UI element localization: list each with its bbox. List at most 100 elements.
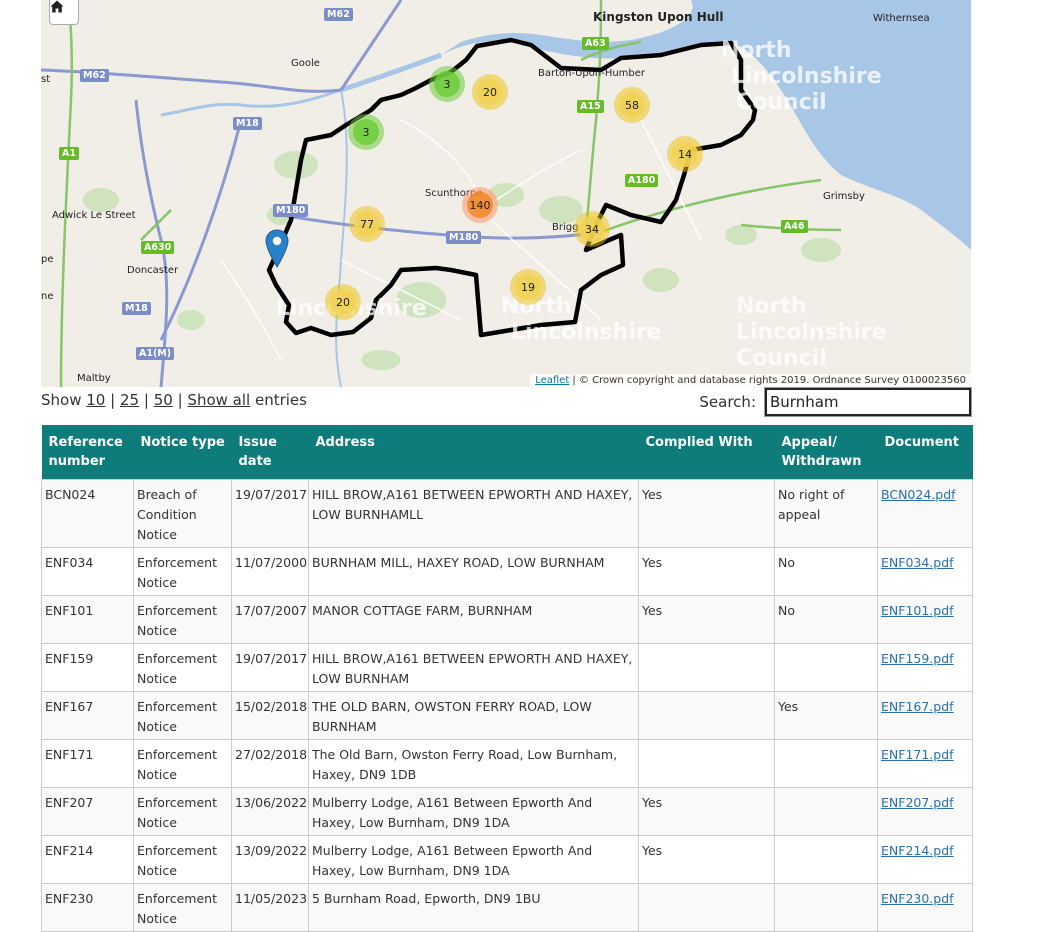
document-link[interactable]: ENF034.pdf: [881, 555, 954, 570]
attribution-text: | © Crown copyright and database rights …: [569, 375, 966, 386]
cell-issue-date: 19/07/2017: [231, 643, 309, 692]
show-label: Show: [41, 391, 82, 409]
cell-complied: [638, 883, 775, 932]
entries-label: entries: [254, 391, 307, 409]
place-label: ne: [41, 291, 54, 302]
cell-issue-date: 15/02/2018: [231, 691, 309, 740]
document-link[interactable]: BCN024.pdf: [881, 487, 956, 502]
cell-document: ENF159.pdf: [877, 643, 973, 692]
column-header[interactable]: Document: [877, 425, 973, 480]
document-link[interactable]: ENF171.pdf: [881, 747, 954, 762]
marker-cluster[interactable]: 140: [462, 187, 498, 223]
cell-reference: ENF207: [41, 787, 134, 836]
cell-notice-type: Enforcement Notice: [133, 835, 232, 884]
road-shield: A630: [141, 241, 175, 254]
marker-cluster[interactable]: 20: [472, 74, 508, 110]
table-row: ENF230 Enforcement Notice 11/05/2023 5 B…: [41, 883, 973, 932]
place-label: st: [41, 74, 51, 85]
document-link[interactable]: ENF214.pdf: [881, 843, 954, 858]
cell-appeal: [774, 835, 878, 884]
map[interactable]: North Lincolnshire Council Lincolnshire …: [41, 0, 971, 387]
cell-notice-type: Enforcement Notice: [133, 739, 232, 788]
table-row: ENF034 Enforcement Notice 11/07/2000 BUR…: [41, 547, 973, 596]
column-header[interactable]: Issue date: [231, 425, 309, 480]
marker-cluster[interactable]: 19: [510, 269, 546, 305]
marker-cluster[interactable]: 34: [574, 211, 610, 247]
document-link[interactable]: ENF207.pdf: [881, 795, 954, 810]
cell-issue-date: 19/07/2017: [231, 479, 309, 548]
marker-cluster[interactable]: 77: [349, 206, 385, 242]
place-label: pe: [41, 254, 54, 265]
cell-reference: ENF159: [41, 643, 134, 692]
cell-complied: Yes: [638, 835, 775, 884]
document-link[interactable]: ENF230.pdf: [881, 891, 954, 906]
cell-reference: ENF214: [41, 835, 134, 884]
cell-issue-date: 11/07/2000: [231, 547, 309, 596]
cell-document: BCN024.pdf: [877, 479, 973, 548]
table-header-row: Reference number Notice type Issue date …: [41, 425, 973, 480]
road-shield: M18: [122, 302, 151, 315]
table-row: ENF159 Enforcement Notice 19/07/2017 HIL…: [41, 643, 973, 692]
page-length-25[interactable]: 25: [119, 391, 140, 409]
cell-issue-date: 13/06/2022: [231, 787, 309, 836]
cell-address: Mulberry Lodge, A161 Between Epworth And…: [308, 835, 639, 884]
table-row: ENF101 Enforcement Notice 17/07/2007 MAN…: [41, 595, 973, 644]
page-length-all[interactable]: Show all: [187, 391, 251, 409]
road-shield: A63: [582, 37, 609, 50]
page-length-10[interactable]: 10: [86, 391, 106, 409]
leaflet-link[interactable]: Leaflet: [535, 375, 570, 386]
cell-document: ENF171.pdf: [877, 739, 973, 788]
location-pin-icon[interactable]: [265, 229, 289, 269]
column-header[interactable]: Address: [308, 425, 639, 480]
marker-cluster[interactable]: 14: [667, 136, 703, 172]
place-label: Kingston Upon Hull: [593, 10, 724, 24]
home-button[interactable]: [49, 0, 79, 25]
cell-appeal: No right of appeal: [774, 479, 878, 548]
place-label: Doncaster: [127, 265, 179, 276]
cell-notice-type: Breach of Condition Notice: [133, 479, 232, 548]
cell-reference: ENF101: [41, 595, 134, 644]
cell-issue-date: 11/05/2023: [231, 883, 309, 932]
home-icon: [50, 0, 64, 13]
cell-notice-type: Enforcement Notice: [133, 595, 232, 644]
cell-address: Mulberry Lodge, A161 Between Epworth And…: [308, 787, 639, 836]
document-link[interactable]: ENF101.pdf: [881, 603, 954, 618]
cell-address: THE OLD BARN, OWSTON FERRY ROAD, LOW BUR…: [308, 691, 639, 740]
table-row: ENF214 Enforcement Notice 13/09/2022 Mul…: [41, 835, 973, 884]
column-header[interactable]: Notice type: [133, 425, 232, 480]
cell-complied: [638, 643, 775, 692]
page-length-50[interactable]: 50: [153, 391, 173, 409]
place-label: Maltby: [77, 373, 111, 384]
cell-reference: BCN024: [41, 479, 134, 548]
cell-complied: Yes: [638, 787, 775, 836]
cell-complied: Yes: [638, 595, 775, 644]
place-label: Goole: [291, 58, 320, 69]
cell-reference: ENF171: [41, 739, 134, 788]
road-shield: M62: [80, 69, 109, 82]
column-header[interactable]: Reference number: [41, 425, 134, 480]
marker-cluster[interactable]: 58: [614, 87, 650, 123]
place-label: Barton-Upon-Humber: [538, 68, 646, 79]
place-label: Withernsea: [873, 13, 930, 24]
document-link[interactable]: ENF159.pdf: [881, 651, 954, 666]
cell-notice-type: Enforcement Notice: [133, 787, 232, 836]
cell-reference: ENF034: [41, 547, 134, 596]
map-attribution: Leaflet | © Crown copyright and database…: [530, 374, 971, 387]
marker-cluster[interactable]: 3: [348, 114, 384, 150]
marker-cluster[interactable]: 3: [429, 66, 465, 102]
cell-complied: Yes: [638, 547, 775, 596]
road-shield: M180: [446, 231, 482, 244]
cell-notice-type: Enforcement Notice: [133, 643, 232, 692]
marker-cluster[interactable]: 20: [325, 284, 361, 320]
search-input[interactable]: [764, 387, 972, 417]
road-shield: A46: [781, 220, 808, 233]
column-header[interactable]: Complied With: [638, 425, 775, 480]
place-label: Brigg: [552, 222, 579, 233]
cell-address: 5 Burnham Road, Epworth, DN9 1BU: [308, 883, 639, 932]
document-link[interactable]: ENF167.pdf: [881, 699, 954, 714]
cell-reference: ENF230: [41, 883, 134, 932]
table-row: ENF167 Enforcement Notice 15/02/2018 THE…: [41, 691, 973, 740]
cell-appeal: [774, 883, 878, 932]
column-header[interactable]: Appeal/ Withdrawn: [774, 425, 878, 480]
road-shield: A1(M): [136, 347, 175, 360]
